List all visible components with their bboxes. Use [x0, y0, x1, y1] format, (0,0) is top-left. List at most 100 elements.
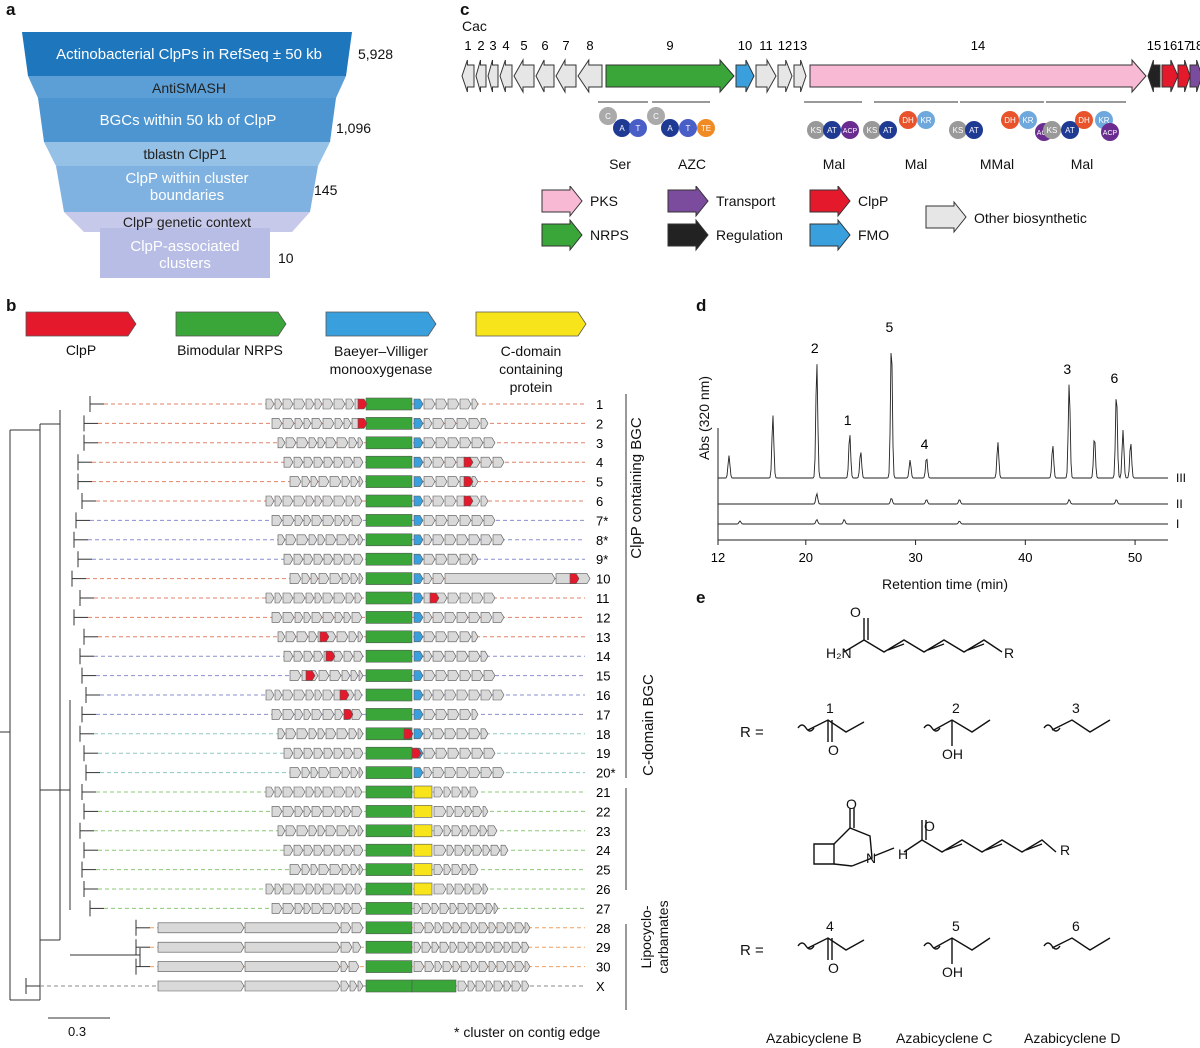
legend-b-clpp: ClpP	[65, 342, 97, 358]
funnel-filter-1: AntiSMASH	[152, 80, 226, 96]
leaf-label: 3	[596, 436, 603, 451]
gene-row	[289, 572, 591, 585]
domain-circle	[917, 111, 935, 129]
compound-name-c: Azabicyclene C	[896, 1030, 993, 1046]
domain-label: KR	[1098, 116, 1109, 125]
domain-label: KR	[1022, 116, 1033, 125]
leaf-label: 25	[596, 863, 610, 878]
domain-circle	[599, 107, 617, 125]
group-cdomain-label: C-domain BGC	[640, 674, 657, 776]
compound-name-d: Azabicyclene D	[1024, 1030, 1121, 1046]
gene-arrow	[535, 59, 555, 93]
domain-circle	[879, 121, 897, 139]
domain-circle	[965, 121, 983, 139]
gene-arrow	[461, 59, 475, 93]
atom-r-2: R	[1060, 842, 1071, 858]
gene-row	[271, 514, 496, 527]
gene-row	[277, 436, 496, 450]
domain-label: AT	[883, 126, 893, 135]
domain-label: KS	[867, 126, 878, 135]
gene-number: 9	[666, 38, 673, 53]
funnel-stage-4: ClpP-associated clusters	[130, 238, 240, 272]
leaf-label: 22	[596, 804, 610, 819]
domain-circle	[679, 119, 697, 137]
leaf-label: 28	[596, 921, 610, 936]
legend-c-regulation: Regulation	[716, 227, 783, 243]
gene-number: 5	[520, 38, 527, 53]
atom-r-1: R	[1004, 645, 1015, 661]
gene-arrow	[1161, 59, 1179, 93]
domain-label: T	[636, 124, 641, 133]
x-tick-label: 30	[908, 550, 922, 565]
domain-circle	[1101, 123, 1119, 141]
domain-circle	[841, 121, 859, 139]
gene-row	[289, 766, 505, 779]
gene-number: 17	[1177, 38, 1191, 53]
gene-row	[265, 688, 505, 702]
gene-number: 7	[562, 38, 569, 53]
domain-label: ACP	[1103, 130, 1118, 137]
module-mal-2: Mal	[904, 156, 928, 172]
legend-c-pks: PKS	[590, 193, 619, 209]
r-label-5: 5	[952, 918, 960, 934]
panel-label-d: d	[696, 296, 707, 315]
domain-label: ACP	[843, 128, 858, 135]
atom-n: N	[866, 850, 877, 866]
leaf-label: 14	[596, 649, 610, 664]
gene-arrow	[605, 58, 735, 94]
domain-label: C	[605, 112, 611, 121]
leaf-label: 27	[596, 901, 610, 916]
domain-label: A	[619, 124, 625, 133]
gene-row	[277, 533, 505, 547]
domain-circle	[697, 119, 715, 137]
module-mmal: MMal	[979, 156, 1015, 172]
gene-row	[265, 785, 479, 799]
legend-b-bvmo: Baeyer–Villiger monooxygenase	[329, 343, 433, 377]
funnel-count-2: 1,096	[336, 120, 372, 136]
gene-number: 10	[738, 38, 752, 53]
gene-row	[283, 455, 505, 469]
gene-number: 11	[759, 38, 773, 53]
trace-II	[718, 492, 1168, 505]
gene-number: 8	[586, 38, 593, 53]
gene-arrow	[513, 58, 535, 94]
domain-circle	[1001, 111, 1019, 129]
gene-row	[265, 882, 489, 896]
domain-label: KS	[953, 126, 964, 135]
r-equals-2: R =	[740, 942, 764, 959]
gene-row	[277, 630, 479, 644]
atom-o-4: O	[924, 818, 935, 834]
peak-label: 3	[1063, 361, 1071, 377]
funnel-stage-3: ClpP within cluster boundaries	[125, 170, 249, 204]
r-equals-1: R =	[740, 724, 764, 741]
legend-b-nrps: Bimodular NRPS	[177, 342, 283, 358]
leaf-label: 15	[596, 669, 610, 684]
gene-row	[283, 649, 489, 663]
leaf-label: 21	[596, 785, 610, 800]
domain-circle	[1043, 121, 1061, 139]
gene-arrow	[1177, 59, 1191, 93]
chart-xlabel: Retention time (min)	[881, 576, 1009, 592]
legend-c-fmo: FMO	[858, 227, 890, 243]
gene-number: 12	[778, 38, 792, 53]
r-label-4: 4	[826, 918, 834, 934]
domain-label: C	[653, 112, 659, 121]
funnel-count-3: 145	[314, 182, 338, 198]
domain-label: DH	[1078, 116, 1090, 125]
funnel-stage-1: Actinobacterial ClpPs in RefSeq ± 50 kb	[56, 46, 322, 63]
compound-name-b: Azabicyclene B	[766, 1030, 862, 1046]
atom-o-1: O	[850, 604, 861, 620]
footnote: * cluster on contig edge	[454, 1024, 601, 1040]
x-tick-label: 12	[711, 550, 725, 565]
gene-row	[271, 417, 489, 430]
module-mal-3: Mal	[1070, 156, 1094, 172]
domain-circle	[1019, 111, 1037, 129]
group-lipocyclo-label: Lipocyclo-carbamates	[638, 900, 671, 974]
scale-bar-label: 0.3	[68, 1024, 87, 1039]
gene-row	[271, 611, 505, 624]
gene-arrow	[1189, 59, 1200, 93]
peak-label: 1	[844, 412, 852, 428]
gene-row	[289, 475, 479, 488]
leaf-label: 19	[596, 746, 610, 761]
leaf-label: 23	[596, 824, 610, 839]
